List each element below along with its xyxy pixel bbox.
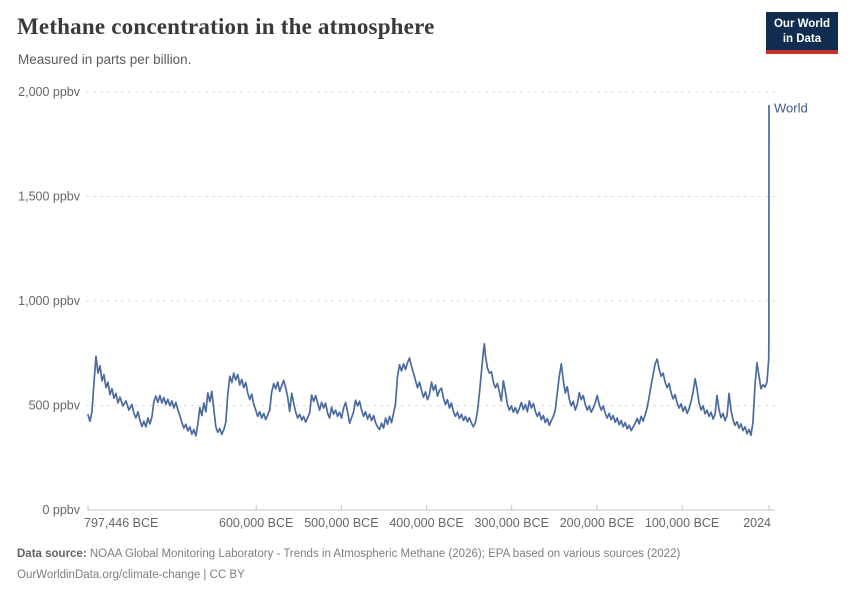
series-end-label[interactable]: World <box>774 101 808 116</box>
owid-logo[interactable]: Our World in Data <box>765 12 838 54</box>
owid-logo-line1: Our World <box>773 18 830 30</box>
x-tick-label: 400,000 BCE <box>389 516 463 530</box>
owid-logo-line2: in Data <box>782 32 822 45</box>
x-tick-label: 2024 <box>743 516 771 530</box>
x-tick-label: 100,000 BCE <box>645 516 719 530</box>
data-source-text: NOAA Global Monitoring Laboratory - Tren… <box>86 548 681 560</box>
license-line[interactable]: OurWorldinData.org/climate-change | CC B… <box>17 568 245 581</box>
y-tick-label: 1,000 ppbv <box>18 294 81 308</box>
page-subtitle: Measured in parts per billion. <box>18 52 192 67</box>
y-tick-label: 0 ppbv <box>42 503 80 517</box>
x-tick-label: 797,446 BCE <box>84 516 158 530</box>
data-source-line: Data source: NOAA Global Monitoring Labo… <box>17 544 680 565</box>
y-tick-label: 2,000 ppbv <box>18 85 81 99</box>
x-tick-label: 200,000 BCE <box>560 516 634 530</box>
chart-footer: Data source: NOAA Global Monitoring Labo… <box>17 544 680 585</box>
y-tick-label: 500 ppbv <box>29 399 81 413</box>
page-title: Methane concentration in the atmosphere <box>17 14 435 39</box>
y-tick-label: 1,500 ppbv <box>18 190 81 204</box>
x-tick-label: 500,000 BCE <box>304 516 378 530</box>
data-source-label: Data source: <box>17 548 87 560</box>
x-tick-label: 300,000 BCE <box>475 516 549 530</box>
series-line-world[interactable] <box>87 104 770 437</box>
x-tick-label: 600,000 BCE <box>219 516 293 530</box>
